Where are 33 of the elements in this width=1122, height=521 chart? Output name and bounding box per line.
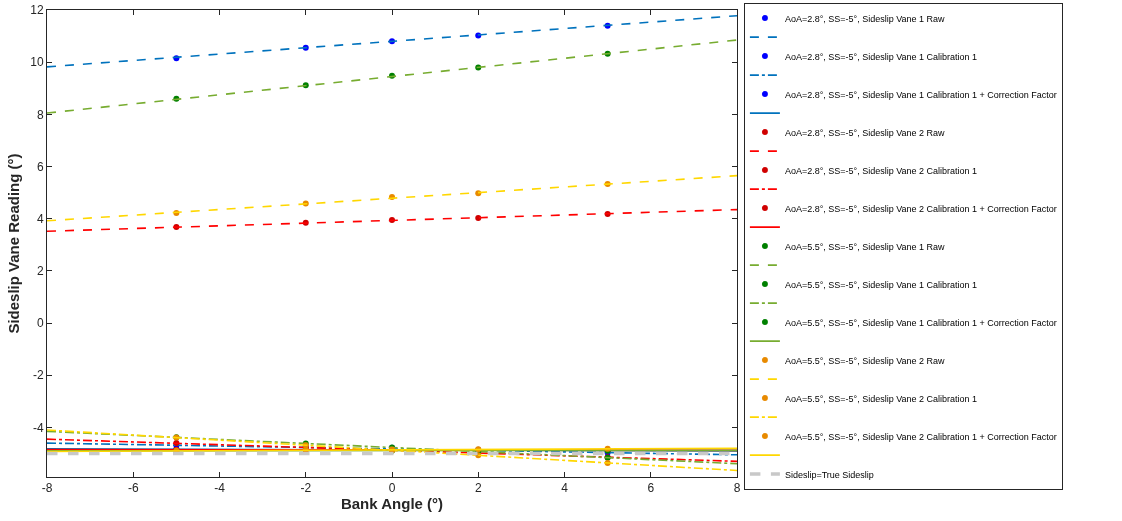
y-tick-label: 12 [30, 3, 44, 18]
legend-label: AoA=5.5°, SS=-5°, Sideslip Vane 1 Raw [784, 241, 946, 252]
legend-label: Sideslip=True Sideslip [784, 469, 874, 480]
x-axis-title: Bank Angle (°) [340, 495, 444, 513]
legend-label: AoA=2.8°, SS=-5°, Sideslip Vane 2 Raw [784, 127, 946, 138]
x-tick-label: 4 [561, 481, 569, 496]
legend-label: AoA=5.5°, SS=-5°, Sideslip Vane 2 Calibration 1 [784, 393, 978, 404]
x-tick-label: 8 [733, 481, 741, 496]
legend-label: AoA=2.8°, SS=-5°, Sideslip Vane 1 Raw [784, 13, 946, 24]
legend-label: AoA=2.8°, SS=-5°, Sideslip Vane 1 Calibration 1 + Correction Factor [784, 89, 1057, 100]
legend-label: AoA=5.5°, SS=-5°, Sideslip Vane 1 Calibration 1 [784, 279, 978, 290]
y-tick-label: -4 [32, 420, 44, 435]
y-tick-label: -2 [32, 368, 44, 383]
legend-label: AoA=5.5°, SS=-5°, Sideslip Vane 2 Calibration 1 + Correction Factor [784, 431, 1057, 442]
y-tick-label: 0 [36, 316, 44, 331]
legend-label: AoA=5.5°, SS=-5°, Sideslip Vane 1 Calibration 1 + Correction Factor [784, 317, 1057, 328]
x-tick-label: -8 [41, 481, 53, 496]
y-tick-label: 4 [36, 211, 44, 226]
legend-label: AoA=2.8°, SS=-5°, Sideslip Vane 1 Calibration 1 [784, 51, 978, 62]
y-tick-label: 2 [36, 264, 44, 279]
y-axis-title: Sideslip Vane Reading (°) [5, 153, 23, 334]
y-tick-label: 10 [30, 55, 44, 70]
y-tick-label: 8 [36, 107, 44, 122]
legend-label: AoA=2.8°, SS=-5°, Sideslip Vane 2 Calibration 1 [784, 165, 978, 176]
x-tick-label: 2 [474, 481, 482, 496]
legend-label: AoA=5.5°, SS=-5°, Sideslip Vane 2 Raw [784, 355, 946, 366]
x-tick-label: 6 [647, 481, 655, 496]
x-tick-label: -4 [214, 481, 226, 496]
legend-label: AoA=2.8°, SS=-5°, Sideslip Vane 2 Calibration 1 + Correction Factor [784, 203, 1057, 214]
x-tick-label: 0 [388, 481, 396, 496]
y-tick-label: 6 [36, 159, 44, 174]
x-tick-label: -6 [127, 481, 139, 496]
x-tick-label: -2 [300, 481, 312, 496]
